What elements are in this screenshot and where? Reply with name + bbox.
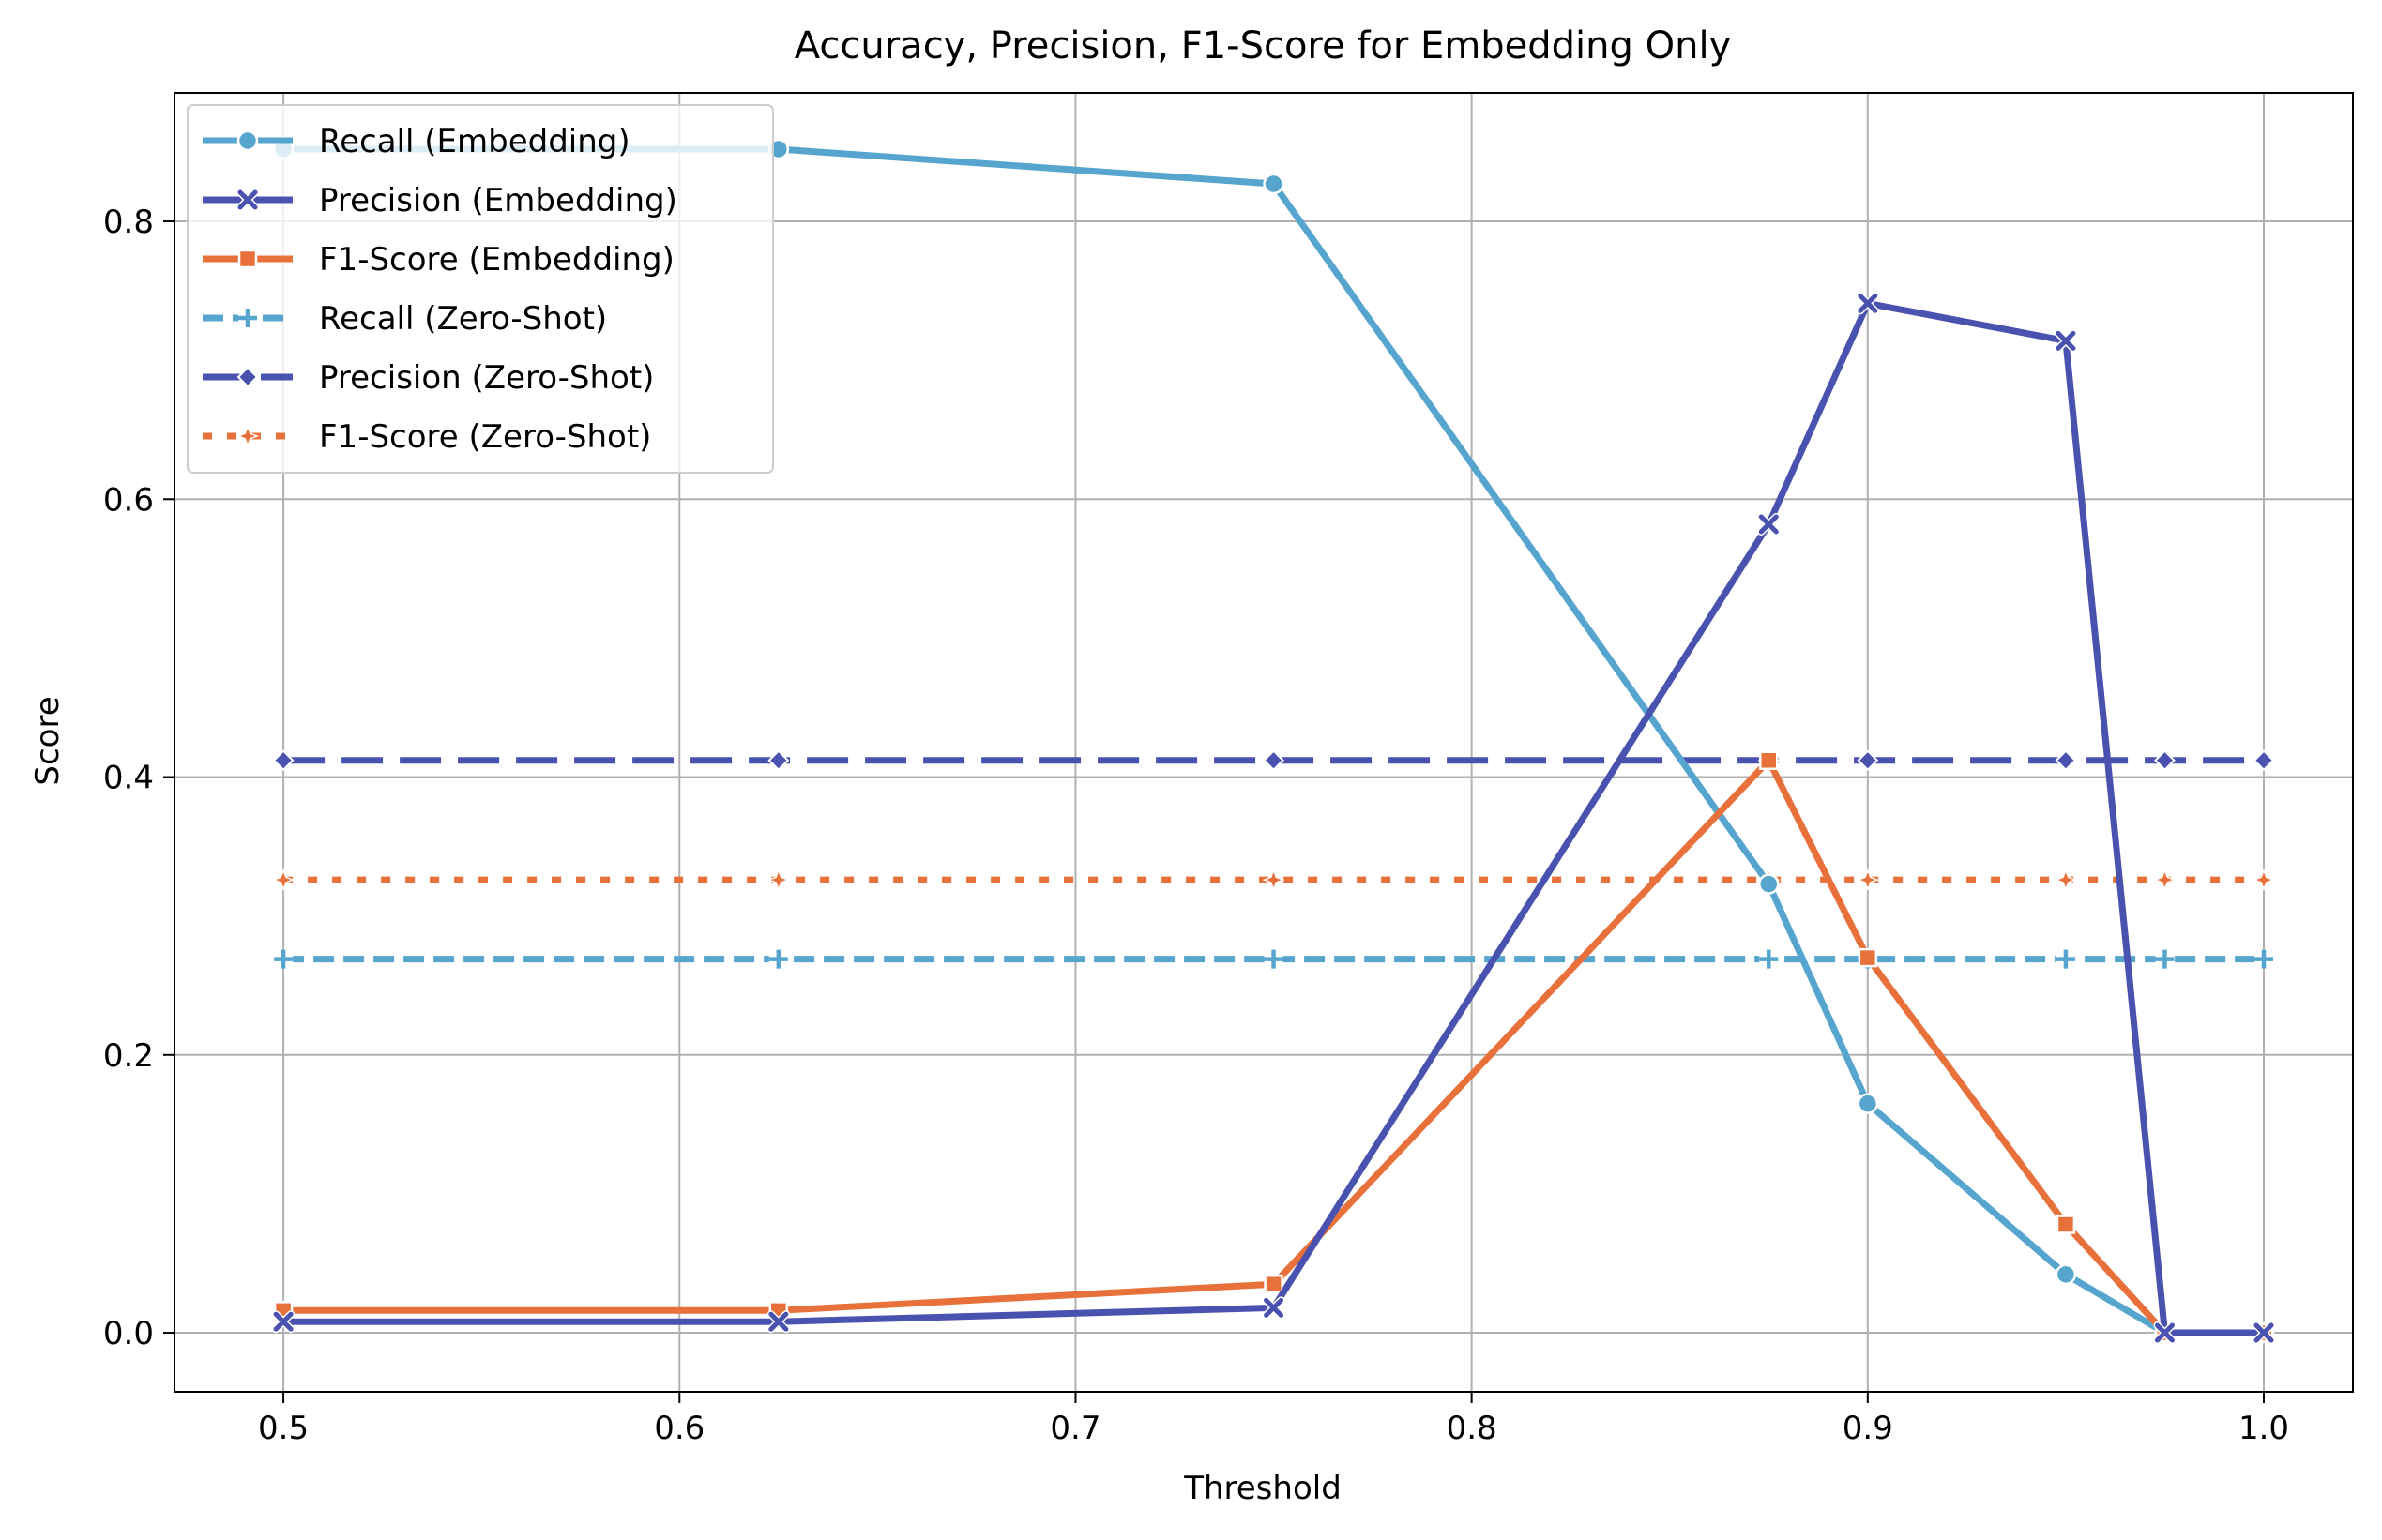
- data-point: [1263, 749, 1284, 772]
- data-point: [1759, 750, 1779, 771]
- legend-item: Recall (Zero-Shot): [203, 300, 607, 338]
- series-f1-score-embedding: [273, 750, 2274, 1343]
- series-line: [283, 299, 2264, 1336]
- data-point: [1264, 1274, 1283, 1294]
- axes: 0.5 0.6 0.7 0.8 0.9 1.0 0.0 0.2 0.4 0.6 0.8: [103, 92, 2354, 1447]
- data-point: [1857, 749, 1879, 772]
- series-precision-zero-shot: [272, 749, 2275, 772]
- data-point: [237, 249, 258, 269]
- data-point: [1758, 873, 1780, 895]
- x-tick-label: 1.0: [2238, 1410, 2289, 1447]
- data-point: [2056, 1215, 2076, 1234]
- data-point: [766, 868, 790, 892]
- x-axis-label: Threshold: [1183, 1470, 1342, 1507]
- data-point: [1856, 868, 1879, 892]
- data-point: [236, 189, 259, 211]
- series-precision-embedding: [272, 292, 2276, 1345]
- x-tick-label: 0.8: [1447, 1410, 1497, 1447]
- y-tick-label: 0.4: [103, 760, 154, 797]
- series-line: [283, 757, 2264, 1336]
- y-axis-label: Score: [29, 696, 67, 785]
- data-point: [2054, 329, 2077, 353]
- legend-item: Recall (Embedding): [203, 123, 630, 160]
- legend-box: [187, 104, 774, 474]
- data-point: [766, 1310, 790, 1334]
- series-layer: [272, 138, 2276, 1345]
- legend-label: Recall (Zero-Shot): [319, 300, 607, 338]
- y-tick-label: 0.8: [103, 204, 154, 241]
- x-tick-label: 0.9: [1843, 1410, 1893, 1447]
- data-point: [236, 366, 259, 388]
- data-point: [272, 868, 296, 892]
- x-tick-label: 0.5: [258, 1410, 309, 1447]
- data-point: [272, 749, 295, 772]
- legend-item: F1-Score (Zero-Shot): [203, 418, 651, 456]
- data-point: [768, 949, 788, 969]
- data-point: [238, 309, 257, 327]
- data-point: [1856, 292, 1879, 315]
- series-line: [283, 145, 2264, 1336]
- series-f1-score-zero-shot: [272, 868, 2276, 892]
- legend-item: Precision (Embedding): [203, 182, 677, 219]
- data-point: [2054, 868, 2077, 892]
- chart-title: Accuracy, Precision, F1-Score for Embedd…: [795, 24, 1732, 68]
- y-tick-label: 0.2: [103, 1037, 154, 1075]
- data-point: [2055, 749, 2077, 772]
- data-point: [2252, 868, 2276, 892]
- legend-label: F1-Score (Embedding): [319, 241, 675, 279]
- data-point: [1858, 947, 1878, 968]
- data-point: [1262, 868, 1285, 892]
- series-recall-zero-shot: [274, 949, 2274, 969]
- legend-label: Recall (Embedding): [319, 123, 630, 160]
- legend: Recall (Embedding) Precision (Embedding) F…: [187, 104, 774, 474]
- legend-item: Precision (Zero-Shot): [203, 359, 654, 397]
- legend-label: Precision (Embedding): [319, 182, 677, 219]
- data-point: [2154, 749, 2176, 772]
- legend-item: F1-Score (Embedding): [203, 241, 675, 279]
- data-point: [1262, 1296, 1285, 1320]
- data-point: [1857, 1093, 1879, 1114]
- data-point: [236, 129, 259, 152]
- x-tick-label: 0.6: [654, 1410, 705, 1447]
- data-point: [2056, 949, 2075, 969]
- data-point: [1757, 512, 1781, 536]
- data-point: [2253, 749, 2275, 772]
- data-point: [2254, 949, 2274, 969]
- legend-label: F1-Score (Zero-Shot): [319, 418, 651, 456]
- data-point: [1263, 173, 1284, 195]
- data-point: [2253, 1321, 2276, 1345]
- data-point: [235, 424, 260, 448]
- data-point: [2055, 1263, 2077, 1286]
- data-point: [767, 749, 790, 772]
- x-tick-label: 0.7: [1050, 1410, 1100, 1447]
- data-point: [1264, 949, 1283, 969]
- legend-label: Precision (Zero-Shot): [319, 359, 654, 397]
- data-point: [2153, 868, 2177, 892]
- data-point: [2155, 949, 2175, 969]
- y-tick-label: 0.0: [103, 1315, 154, 1352]
- plot-frame: [174, 92, 2354, 1393]
- y-tick-label: 0.6: [103, 481, 154, 519]
- data-point: [272, 1310, 296, 1334]
- data-point: [2153, 1321, 2177, 1345]
- data-point: [1759, 949, 1779, 969]
- data-point: [274, 949, 294, 969]
